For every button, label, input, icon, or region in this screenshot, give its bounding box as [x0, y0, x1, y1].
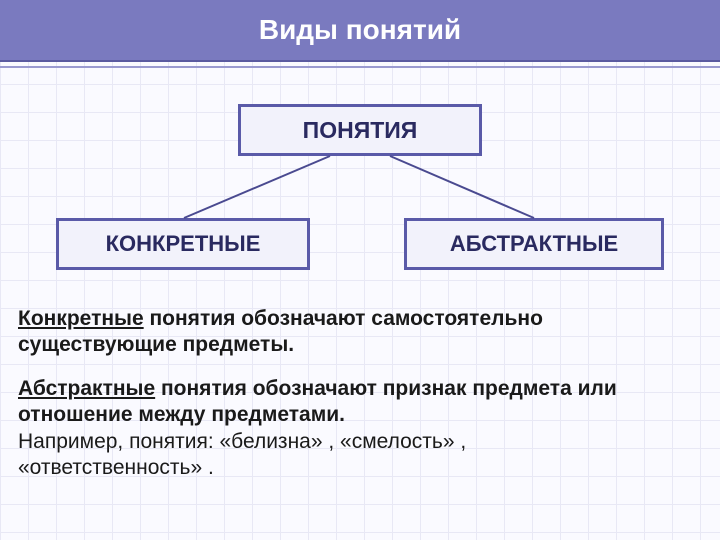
node-root-label: ПОНЯТИЯ — [303, 117, 418, 144]
node-right: АБСТРАКТНЫЕ — [404, 218, 664, 270]
p2-ex2: «смелость» , — [340, 430, 466, 453]
node-right-label: АБСТРАКТНЫЕ — [450, 231, 618, 257]
p1-lead: Конкретные — [18, 307, 144, 330]
title-bar: Виды понятий — [0, 0, 720, 62]
p2-ex1: «белизна» , — [220, 430, 341, 453]
p2-lead: Абстрактные — [18, 377, 155, 400]
page-title: Виды понятий — [259, 14, 461, 46]
p2-ex3: «ответственность» . — [18, 456, 214, 479]
paragraph-2: Абстрактные понятия обозначают признак п… — [18, 376, 702, 481]
node-root: ПОНЯТИЯ — [238, 104, 482, 156]
paragraph-1: Конкретные понятия обозначают самостояте… — [18, 306, 702, 359]
header-divider — [0, 66, 720, 68]
node-left: КОНКРЕТНЫЕ — [56, 218, 310, 270]
node-left-label: КОНКРЕТНЫЕ — [106, 231, 261, 257]
p2-example-prefix: Например, понятия: — [18, 430, 220, 453]
